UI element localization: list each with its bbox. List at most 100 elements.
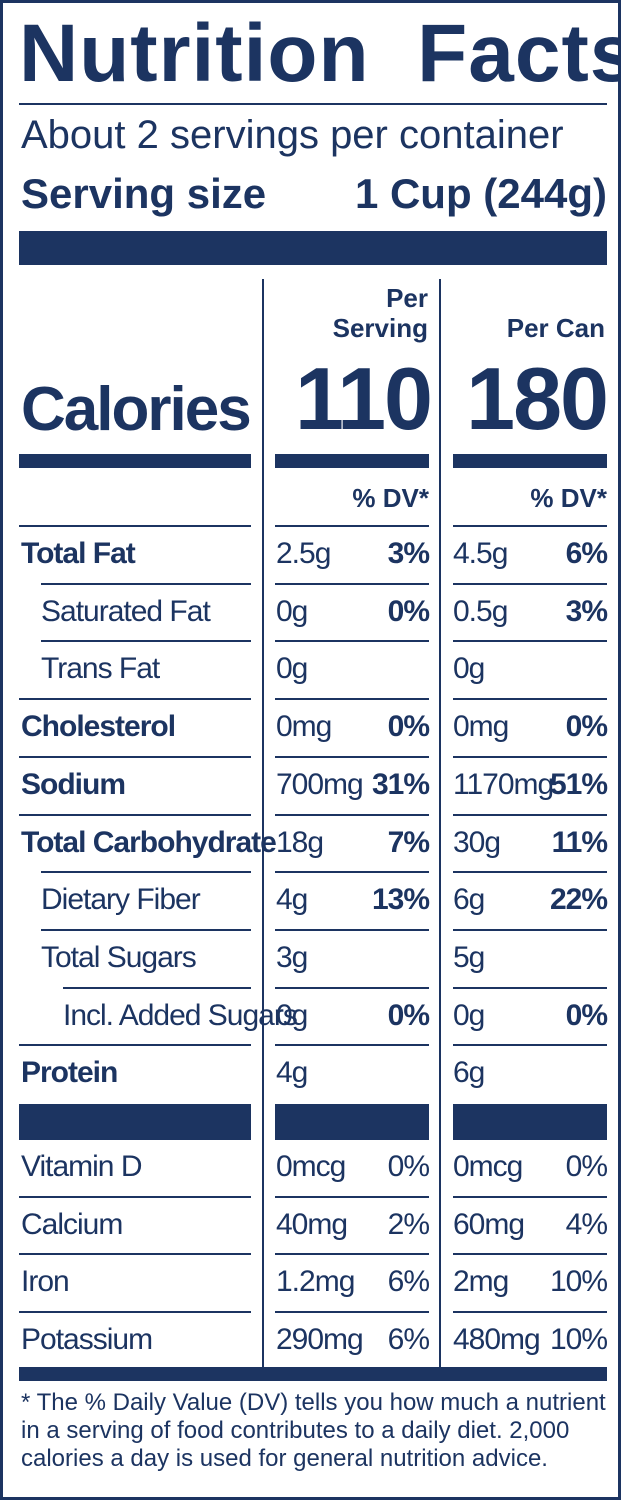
nutrient-name: Total Fat [21,537,136,570]
calories-per-can: 180 [466,349,609,448]
thick-divider-bottom [19,1367,607,1381]
per-serving-bottom: Serving [332,313,428,343]
row-divider [275,813,429,816]
row-divider [275,755,429,758]
row-divider [19,755,251,758]
nutrient-row: Cholesterol 0mg 0% 0mg 0% [3,698,621,756]
calories-bar-right [453,454,607,468]
can-percent-dv: 0% [565,998,608,1032]
row-divider [275,871,429,874]
can-percent-dv: 0% [565,1150,608,1183]
row-divider [453,640,607,643]
row-divider [19,1310,251,1313]
can-amount: 0mcg [453,1150,523,1183]
dv-header-serving: % DV* [352,483,429,513]
row-divider [275,640,429,643]
serving-amount: 18g [276,825,324,859]
calories-bar-left [19,454,251,468]
row-divider [19,698,251,701]
serving-percent-dv: 3% [387,537,430,570]
serving-amount: 3g [276,940,308,974]
row-divider [41,582,251,585]
row-divider [275,1195,429,1198]
row-divider [41,928,251,931]
row-divider [453,755,607,758]
nutrient-name: Vitamin D [21,1150,142,1183]
can-amount: 1170mg [453,767,554,801]
nutrient-name: Calcium [21,1207,123,1241]
can-percent-dv: 51% [549,767,608,801]
can-amount: 4.5g [453,537,508,570]
serving-amount: 700mg [276,767,364,801]
micronutrient-row: Calcium 40mg 2% 60mg 4% [3,1195,621,1254]
nutrient-row: Trans Fat 0g 0g [3,640,621,698]
per-serving-header: Per Serving [275,283,428,343]
serving-percent-dv: 0% [387,1150,430,1183]
serving-percent-dv: 0% [387,594,430,628]
serving-amount: 290mg [276,1322,364,1356]
thick-divider-mid-center [275,1104,429,1138]
nutrient-row: Protein 4g 6g [3,1044,621,1102]
serving-amount: 4g [276,883,308,917]
per-can-header: Per Can [506,313,605,343]
serving-amount: 0g [276,998,308,1032]
row-divider [63,986,251,989]
serving-percent-dv: 13% [371,883,430,917]
row-divider [275,1138,429,1140]
row-divider [41,871,251,874]
serving-size-label: Serving size [21,170,267,217]
row-divider [19,1195,251,1198]
calories-bar-mid [275,454,429,468]
row-divider [275,1044,429,1047]
title-facts: Facts [417,8,621,99]
thick-divider-mid-right [453,1104,607,1138]
column-separator-right [439,279,441,1367]
row-divider [41,640,251,643]
can-amount: 6g [453,883,485,917]
nutrient-name: Total Carbohydrate [21,825,277,859]
serving-size-value: 1 Cup (244g) [354,170,607,217]
serving-amount: 4g [276,1056,308,1090]
nutrient-name: Protein [21,1056,118,1090]
row-divider [453,813,607,816]
can-percent-dv: 22% [549,883,608,917]
micronutrient-row: Potassium 290mg 6% 480mg 10% [3,1310,621,1369]
can-amount: 2mg [453,1265,509,1298]
row-divider [453,986,607,989]
nutrient-row: Total Fat 2.5g 3% 4.5g 6% [3,525,621,583]
nutrient-name: Iron [21,1265,70,1298]
serving-percent-dv: 31% [371,767,430,801]
serving-amount: 0mg [276,710,332,744]
serving-size-row: Serving size 1 Cup (244g) [21,169,607,219]
row-divider [275,928,429,931]
can-amount: 30g [453,825,501,859]
row-divider [275,698,429,701]
footnote: * The % Daily Value (DV) tells you how m… [21,1389,606,1472]
row-divider [453,1253,607,1255]
row-divider [275,1253,429,1255]
row-divider [453,928,607,931]
calories-label: Calories [21,375,252,444]
can-percent-dv: 10% [549,1322,608,1356]
column-separator-left [262,279,264,1367]
row-divider [453,1310,607,1313]
nutrient-row: Incl. Added Sugars 0g 0% 0g 0% [3,986,621,1045]
nutrient-name: Potassium [21,1322,153,1356]
per-serving-top: Per [386,283,428,313]
serving-percent-dv: 7% [387,825,430,859]
dv-header-can: % DV* [530,483,607,513]
row-divider [453,871,607,874]
serving-percent-dv: 0% [387,710,430,744]
row-divider [19,813,251,816]
serving-percent-dv: 0% [387,998,430,1032]
row-divider [275,525,429,527]
can-amount: 0g [453,998,485,1032]
nutrient-name: Incl. Added Sugars [63,998,298,1032]
can-percent-dv: 11% [551,825,608,859]
row-divider [19,1253,251,1255]
can-percent-dv: 10% [549,1265,608,1298]
micronutrient-row: Iron 1.2mg 6% 2mg 10% [3,1253,621,1311]
can-percent-dv: 6% [565,537,608,570]
thick-divider-mid-left [19,1104,251,1138]
